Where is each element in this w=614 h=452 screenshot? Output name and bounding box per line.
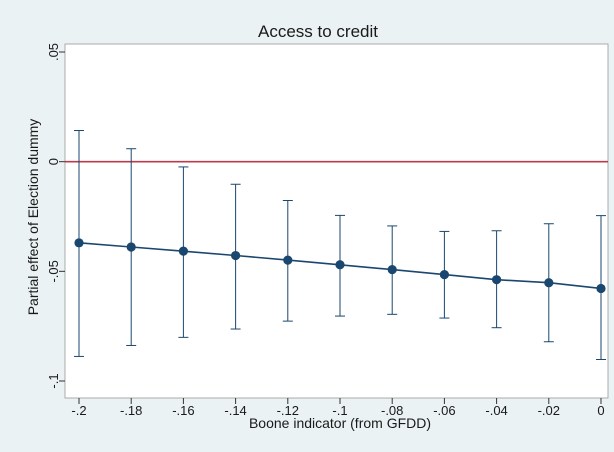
y-tick-label: 0	[46, 158, 61, 165]
y-axis-label: Partial effect of Election dummy	[25, 119, 41, 316]
estimate-point	[596, 283, 606, 294]
y-tick-label: -.05	[46, 260, 61, 282]
estimate-point	[335, 260, 345, 270]
x-tick-label: -.2	[71, 403, 86, 418]
y-tick-label: .05	[46, 43, 61, 61]
y-tick-label: -.1	[46, 373, 61, 388]
x-tick-label: -.16	[172, 403, 194, 418]
x-tick-label: -.08	[381, 403, 403, 418]
estimate-point	[544, 278, 554, 288]
estimate-point	[126, 242, 136, 252]
x-tick-label: -.06	[433, 403, 455, 418]
estimate-point	[283, 255, 293, 265]
x-tick-label: -.04	[485, 403, 507, 418]
estimate-point	[387, 264, 397, 275]
estimate-point	[74, 238, 84, 248]
x-tick-label: 0	[597, 403, 604, 418]
x-tick-label: -.1	[332, 403, 347, 418]
x-axis-label: Boone indicator (from GFDD)	[249, 415, 431, 431]
x-tick-label: -.18	[120, 403, 142, 418]
estimate-point	[178, 246, 188, 256]
plot-area	[64, 43, 609, 399]
estimate-point	[439, 270, 449, 280]
estimate-point	[492, 275, 502, 285]
x-tick-label: -.12	[277, 403, 299, 418]
estimate-point	[231, 250, 241, 261]
x-tick-label: -.02	[538, 403, 560, 418]
chart-title: Access to credit	[258, 22, 378, 41]
x-tick-label: -.14	[224, 403, 246, 418]
